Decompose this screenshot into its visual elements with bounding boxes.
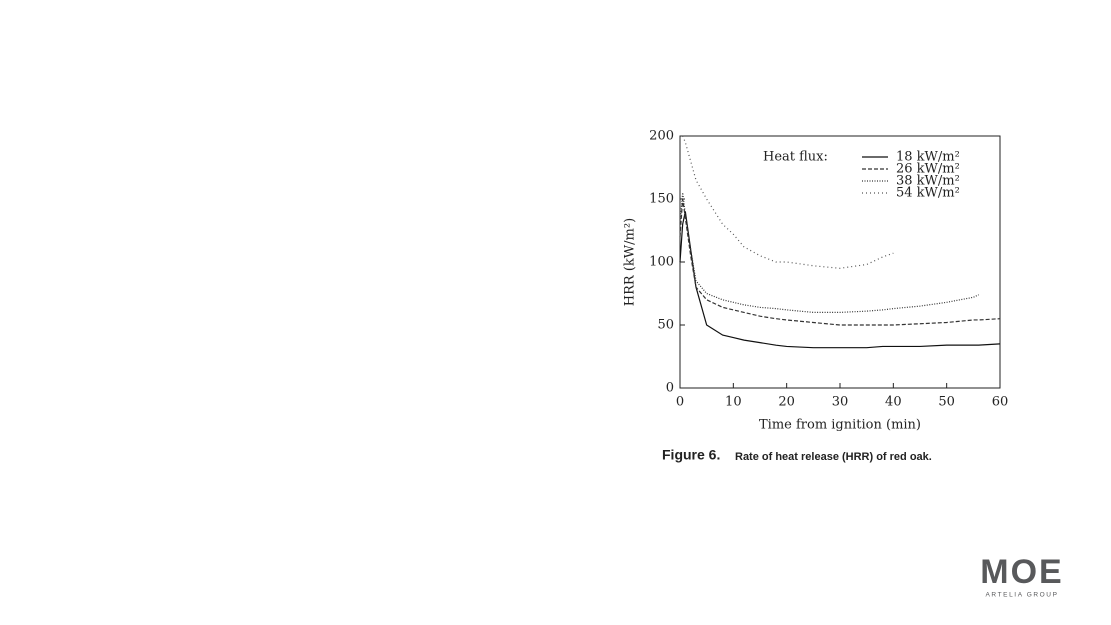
- y-axis-label: HRR (kW/m²): [623, 218, 638, 306]
- x-tick-label: 40: [885, 395, 902, 410]
- caption: Rate of heat release (HRR) of red oak.: [735, 451, 932, 463]
- logo-mark: MOE: [980, 553, 1063, 591]
- y-tick-label: 200: [649, 129, 674, 144]
- x-tick-label: 60: [992, 395, 1009, 410]
- y-tick-label: 50: [657, 318, 674, 333]
- legend-label: 54 kW/m²: [896, 186, 960, 201]
- y-tick-label: 150: [649, 192, 674, 207]
- x-tick-label: 30: [832, 395, 849, 410]
- legend-label: 38 kW/m²: [896, 174, 960, 189]
- x-axis-label: Time from ignition (min): [759, 418, 921, 433]
- logo-group: ARTELIA GROUP: [985, 592, 1058, 599]
- legend-title: Heat flux:: [763, 150, 828, 165]
- legend-label: 26 kW/m²: [896, 162, 960, 177]
- y-tick-label: 0: [666, 381, 674, 396]
- x-tick-label: 0: [676, 395, 684, 410]
- series-line: [679, 198, 1001, 326]
- legend-label: 18 kW/m²: [896, 150, 960, 165]
- series-line: [682, 135, 894, 269]
- caption-label: Figure 6.: [662, 447, 720, 463]
- x-tick-label: 10: [725, 395, 742, 410]
- x-tick-label: 50: [938, 395, 955, 410]
- y-tick-label: 100: [649, 255, 674, 270]
- x-tick-label: 20: [778, 395, 795, 410]
